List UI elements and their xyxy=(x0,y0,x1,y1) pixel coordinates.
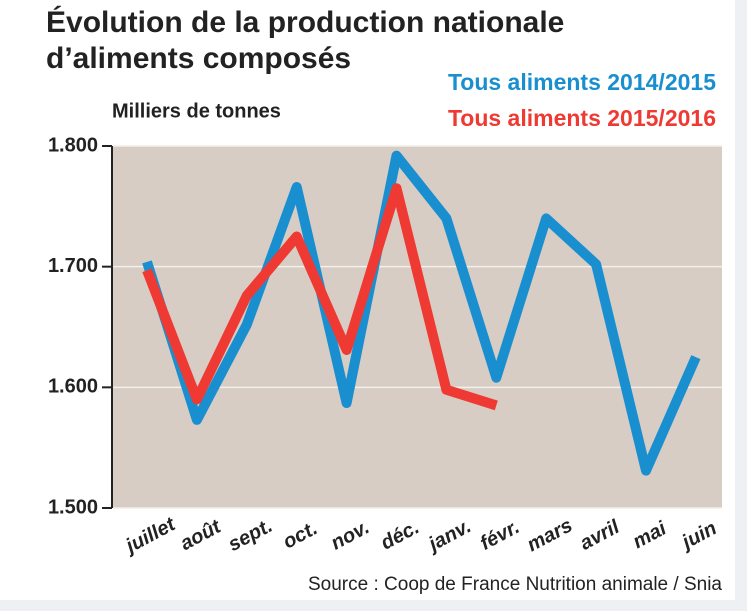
chart-title: d’aliments composés xyxy=(46,42,351,75)
y-tick-label: 1.700 xyxy=(48,255,98,277)
chart-title: Évolution de la production nationale xyxy=(46,5,564,39)
series-line xyxy=(142,150,701,476)
y-axis-label: Milliers de tonnes xyxy=(112,100,281,122)
y-tick-label: 1.500 xyxy=(48,496,98,518)
source: Source : Coop de France Nutrition animal… xyxy=(308,574,722,595)
y-tick-label: 1.600 xyxy=(48,376,98,398)
legend-label: Tous aliments 2015/2016 xyxy=(448,105,716,131)
plot-area xyxy=(112,146,722,508)
series-line xyxy=(142,183,498,411)
y-tick-label: 1.800 xyxy=(48,134,98,156)
legend-label: Tous aliments 2014/2015 xyxy=(448,69,716,95)
